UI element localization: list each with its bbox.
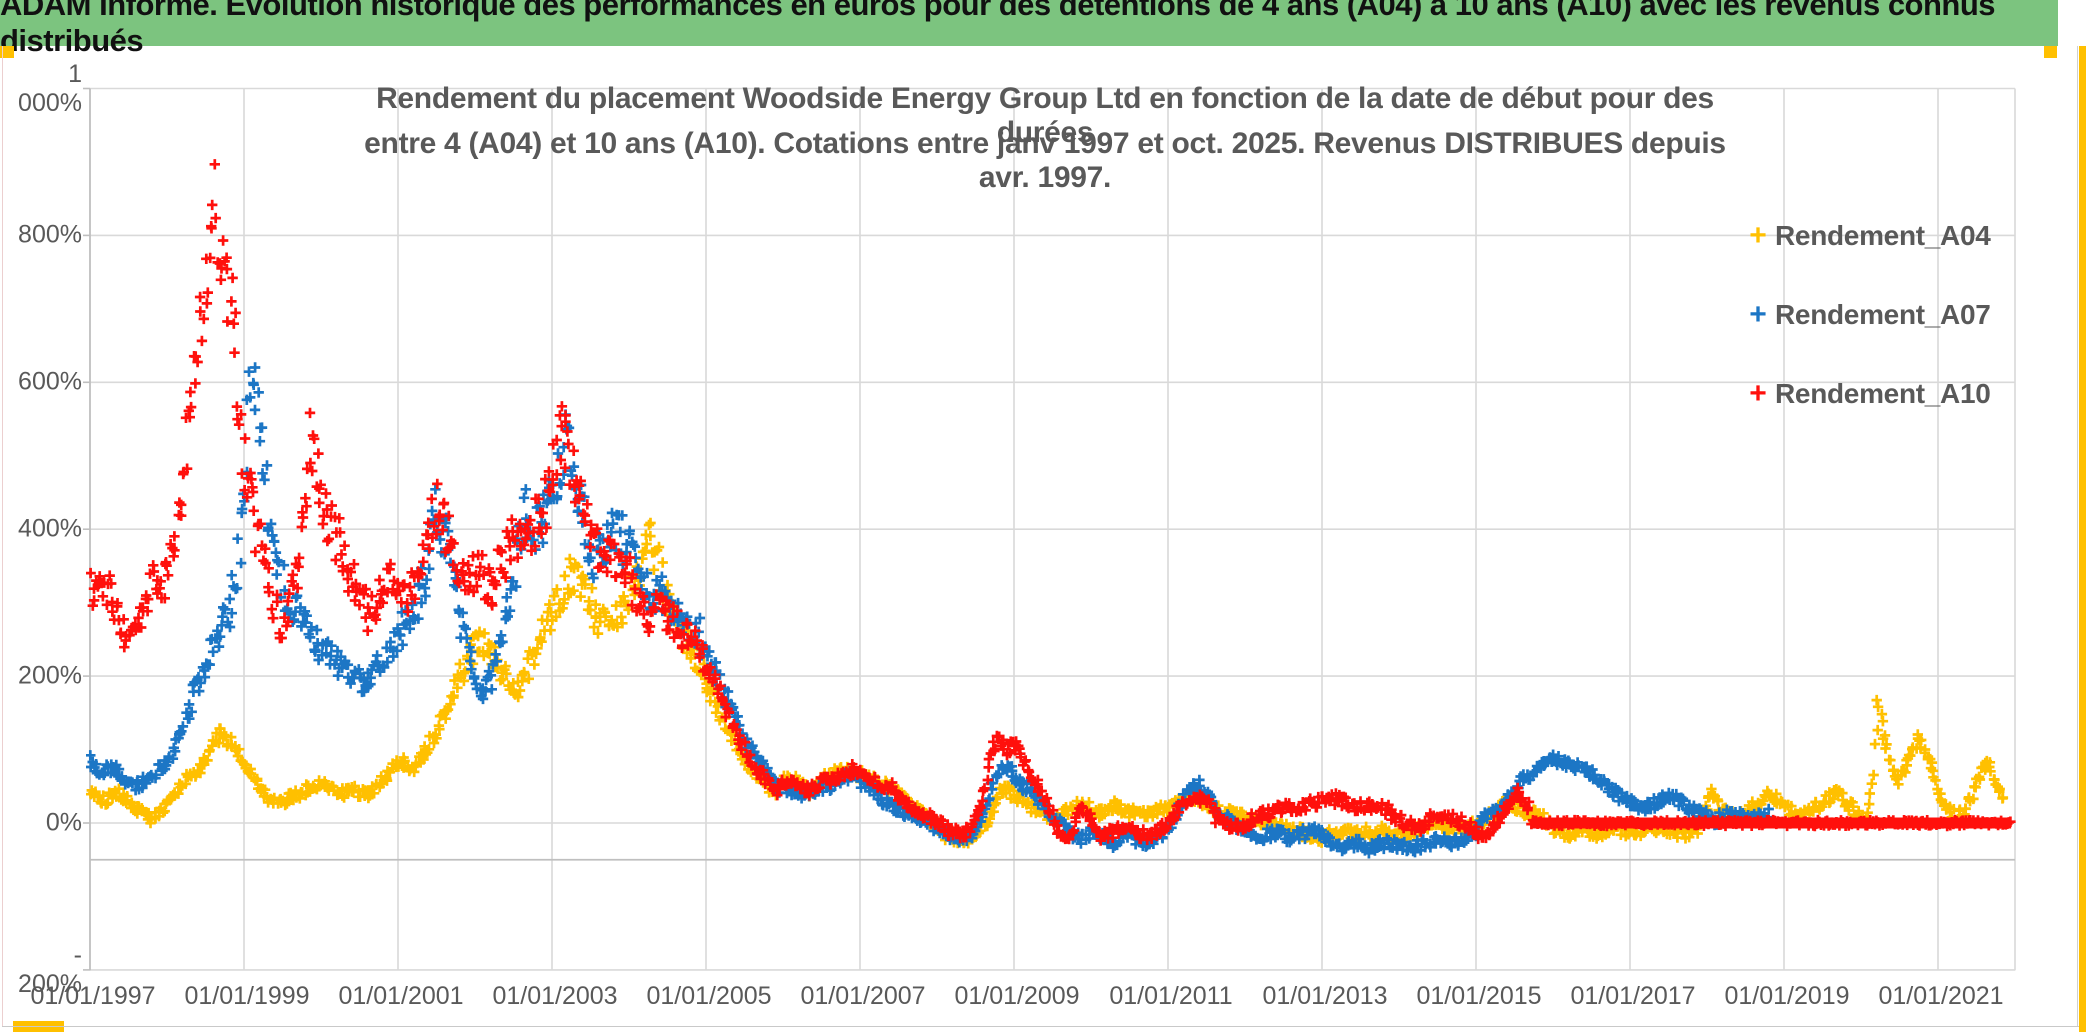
y-tick-label: - 200%	[18, 940, 82, 998]
flat-line-markers	[1526, 814, 2016, 832]
gold-accent-top-right	[2044, 46, 2057, 58]
x-tick-label: 01/01/2005	[646, 982, 772, 1010]
legend-label-a04: Rendement_A04	[1775, 219, 1991, 251]
x-tick-label: 01/01/2003	[492, 982, 618, 1010]
x-tick-label: 01/01/2007	[800, 982, 926, 1010]
y-tick-label: 0%	[45, 808, 82, 837]
series-rendement_a10	[86, 159, 1535, 846]
y-tick-label: 200%	[18, 661, 82, 690]
chart-border-bottom	[2, 1026, 2079, 1027]
x-tick-label: 01/01/2009	[954, 982, 1080, 1010]
y-tick-label: 800%	[18, 220, 82, 249]
chart-title-line2: entre 4 (A04) et 10 ans (A10). Cotations…	[364, 127, 1726, 194]
x-tick-label: 01/01/2001	[338, 982, 464, 1010]
legend: + Rendement_A04 + Rendement_A07 + Rendem…	[1745, 196, 2075, 433]
legend-label-a07: Rendement_A07	[1775, 298, 1991, 330]
legend-item-a07: + Rendement_A07	[1745, 275, 2075, 354]
plus-marker-icon: +	[1749, 297, 1767, 331]
x-tick-label: 01/01/2013	[1262, 982, 1388, 1010]
plus-marker-icon: +	[1749, 376, 1767, 410]
x-tick-label: 01/01/2021	[1878, 982, 2004, 1010]
chart-title-line1: Rendement du placement Woodside Energy G…	[376, 82, 1714, 149]
y-tick-label: 400%	[18, 514, 82, 543]
x-tick-label: 01/01/2015	[1416, 982, 1542, 1010]
x-tick-label: 01/01/2019	[1724, 982, 1850, 1010]
x-tick-label: 01/01/1999	[184, 982, 310, 1010]
y-tick-label: 1 000%	[18, 59, 82, 117]
gold-accent-right-strip	[2079, 46, 2086, 1032]
legend-item-a10: + Rendement_A10	[1745, 354, 2075, 433]
gold-accent-top-left	[0, 46, 14, 58]
x-tick-label: 01/01/2011	[1109, 982, 1233, 1010]
legend-item-a04: + Rendement_A04	[1745, 196, 2075, 275]
series-rendement_a07	[86, 362, 1774, 859]
banner-title: ADAM Informe. Evolution historique des p…	[0, 0, 2058, 58]
chart-border-right	[2077, 46, 2078, 1026]
x-tick-label: 01/01/2017	[1570, 982, 1696, 1010]
x-tick-label: 01/01/1997	[30, 982, 156, 1010]
chart-border-left	[2, 46, 3, 1026]
y-tick-label: 600%	[18, 367, 82, 396]
plus-marker-icon: +	[1749, 218, 1767, 252]
legend-label-a10: Rendement_A10	[1775, 377, 1991, 409]
